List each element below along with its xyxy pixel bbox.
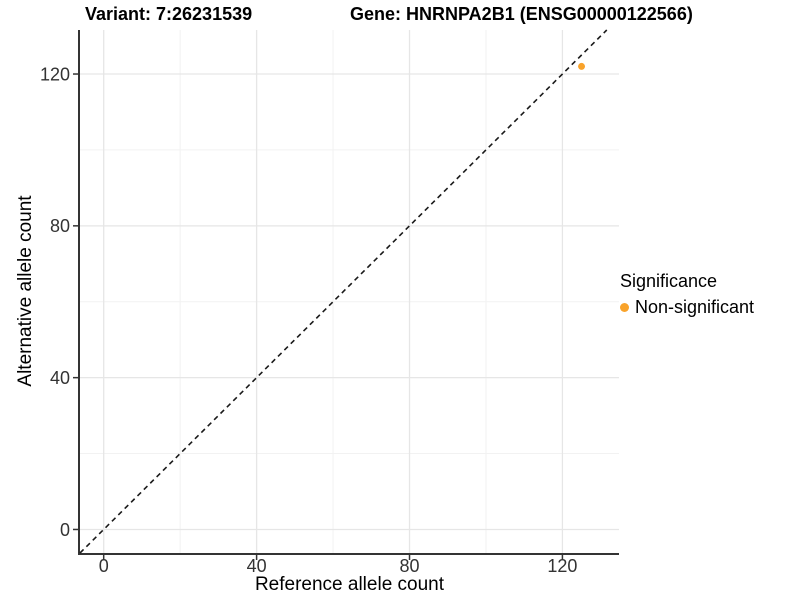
y-axis-title: Alternative allele count <box>15 195 36 387</box>
x-tick-label: 40 <box>247 556 267 576</box>
variant-title: Variant: 7:26231539 <box>85 4 253 24</box>
x-tick-label: 120 <box>547 556 577 576</box>
y-tick-label: 0 <box>60 520 70 540</box>
legend-item: Non-significant <box>620 297 754 318</box>
legend: Significance Non-significant <box>620 271 754 318</box>
legend-title: Significance <box>620 271 718 291</box>
x-tick-label: 0 <box>99 556 109 576</box>
legend-item-label: Non-significant <box>635 297 755 317</box>
y-tick-label: 40 <box>50 368 70 388</box>
y-tick-label: 120 <box>40 64 70 84</box>
y-tick-label: 80 <box>50 216 70 236</box>
identity-dashed-line <box>79 29 608 554</box>
legend-point-icon <box>620 303 629 312</box>
data-point <box>578 62 586 70</box>
x-tick-label: 80 <box>400 556 420 576</box>
gene-title: Gene: HNRNPA2B1 (ENSG00000122566) <box>350 4 693 24</box>
x-axis-title: Reference allele count <box>254 574 445 595</box>
